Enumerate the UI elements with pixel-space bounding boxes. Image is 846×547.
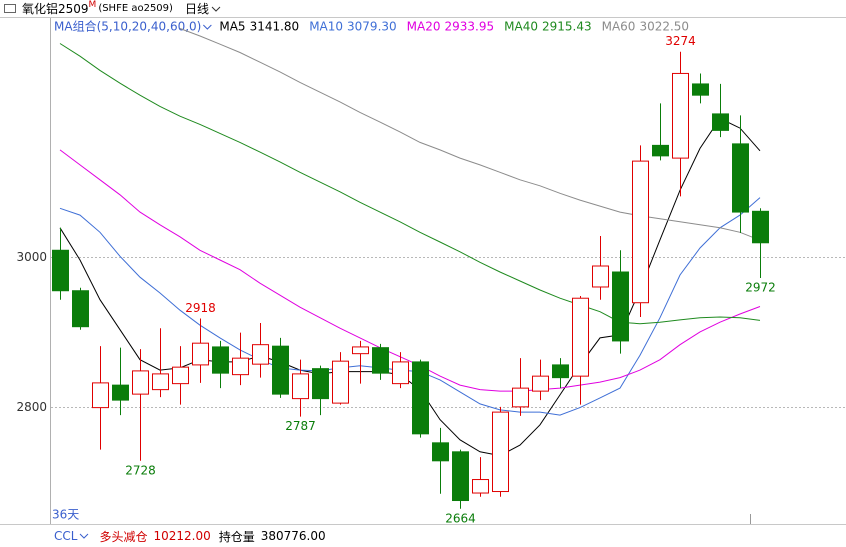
candle-body <box>452 451 469 502</box>
candle-body <box>392 361 409 385</box>
ma-line <box>59 43 761 325</box>
candle-body <box>632 160 649 304</box>
footer-bar: CCL 多头减仓 10212.00 持仓量 380776.00 <box>0 524 846 547</box>
candle-body <box>192 342 209 366</box>
chart: MA组合(5,10,20,40,60,0) 36天 2800 3000 2728 29… <box>16 18 846 524</box>
footer-item-name: 多头减仓 <box>99 529 148 544</box>
candle-body <box>552 364 569 379</box>
high-label: 3274 <box>665 34 696 48</box>
candle-body <box>272 345 289 395</box>
candle-body <box>592 265 609 288</box>
candle-body <box>472 479 489 494</box>
instrument-mark: M <box>88 0 97 10</box>
candle-body <box>732 143 749 213</box>
legend-name: MA10 <box>309 20 343 34</box>
icon <box>4 4 16 13</box>
low-label: 2728 <box>125 463 156 477</box>
chevron[interactable] <box>211 5 221 13</box>
candle-body <box>692 83 709 96</box>
candle-body <box>752 210 769 244</box>
candle-body <box>332 360 349 404</box>
footer-item-name: 持仓量 <box>218 529 255 544</box>
footer-item-value: 380776.00 <box>260 529 326 543</box>
candle-body <box>572 297 589 377</box>
footer-item-value: 10212.00 <box>153 529 211 543</box>
candle-body <box>52 249 69 292</box>
ma-line <box>59 117 761 457</box>
candle-body <box>212 346 229 374</box>
instrument-name: 氧化铝2509 <box>22 2 89 16</box>
candle-body <box>512 387 529 408</box>
candle-body <box>292 373 309 400</box>
legend-value: 3141.80 <box>250 20 300 34</box>
candle-body <box>172 366 189 385</box>
legend-name: MA5 <box>219 20 245 34</box>
candle-body <box>252 344 269 365</box>
candle-body <box>432 442 449 462</box>
ma-line <box>59 149 761 392</box>
candle-body <box>712 113 729 131</box>
legend-value: 3022.50 <box>639 20 689 34</box>
low-label: 2787 <box>285 419 316 433</box>
candle-body <box>72 290 89 328</box>
legend-name: MA40 <box>504 20 538 34</box>
low-label: 2972 <box>745 280 776 294</box>
candle-body <box>612 271 629 342</box>
candle-body <box>92 382 109 409</box>
period-count: 36天 <box>52 508 79 522</box>
candle-body <box>532 375 549 392</box>
ma-line <box>179 28 761 241</box>
candle-body <box>352 346 369 355</box>
instrument-code: (SHFE ao2509) <box>98 3 173 14</box>
candle-body <box>652 144 669 157</box>
legend-name: MA20 <box>407 20 441 34</box>
chevron[interactable] <box>79 532 89 540</box>
candle-body <box>152 373 169 391</box>
ma-line <box>59 197 761 416</box>
legend-name: MA60 <box>602 20 636 34</box>
high-label: 2918 <box>185 301 216 315</box>
legend-value: 2915.43 <box>542 20 592 34</box>
candle-body <box>672 72 689 159</box>
candle-body <box>112 384 129 401</box>
candle-body <box>232 357 249 376</box>
legend-title[interactable]: MA组合(5,10,20,40,60,0) <box>54 19 201 34</box>
candle-body <box>412 361 429 435</box>
legend-value: 3079.30 <box>347 20 397 34</box>
legend-value: 2933.95 <box>445 20 495 34</box>
legend-chevron <box>203 24 212 30</box>
y-tick-label: 3000 <box>16 250 47 264</box>
candle-body <box>492 411 509 493</box>
candle-body <box>132 370 149 395</box>
indicator-select[interactable]: CCL <box>54 529 78 543</box>
period-select[interactable]: 日线 <box>184 2 209 16</box>
candle-body <box>372 347 389 374</box>
candle-body <box>312 368 329 400</box>
header-bar: 氧化铝2509 M (SHFE ao2509) 日线 <box>0 0 846 18</box>
y-tick-label: 2800 <box>16 400 47 414</box>
low-label: 2664 <box>445 511 476 524</box>
